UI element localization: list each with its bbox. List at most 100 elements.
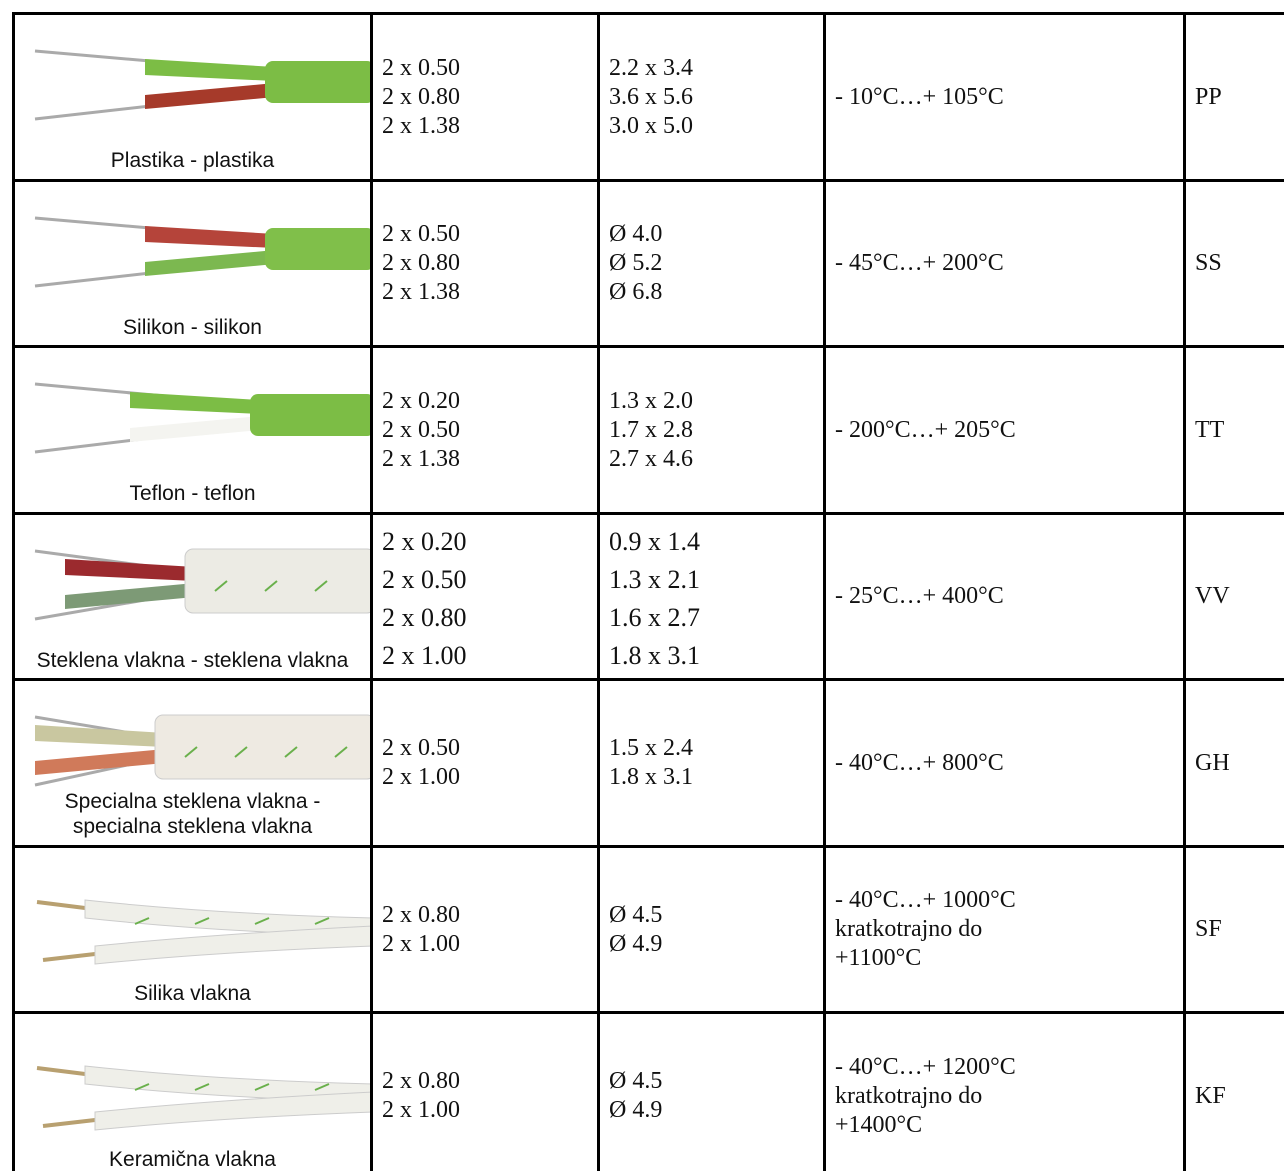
dimensions-cell: Ø 4.0 Ø 5.2 Ø 6.8	[597, 181, 824, 346]
cell-line: 2 x 0.50	[382, 221, 460, 247]
cell-line: 1.6 x 2.7	[609, 602, 700, 632]
temperature-cell: - 25°C…+ 400°C	[823, 514, 1050, 679]
cell-line: 1.3 x 2.1	[609, 564, 700, 594]
temperature-cell: - 40°C…+ 1200°C kratkotrajno do +1400°C	[823, 1014, 1050, 1171]
cell-line: 2 x 1.00	[382, 764, 460, 790]
code: VV	[1195, 583, 1230, 609]
temperature-cell: - 200°C…+ 205°C	[823, 348, 1050, 512]
code-cell: SS	[1183, 181, 1284, 346]
cell-line: 2 x 1.00	[382, 1097, 460, 1123]
cores-cell: 2 x 0.20 2 x 0.50 2 x 1.38	[370, 348, 597, 512]
table-row: Specialna steklena vlakna - specialna ste…	[12, 678, 1284, 845]
dimensions-cell: Ø 4.5 Ø 4.9	[597, 1014, 824, 1171]
code-cell: TT	[1183, 348, 1284, 512]
code-cell: GH	[1183, 681, 1284, 845]
cell-line: 2 x 0.50	[382, 564, 467, 594]
cable-label: Teflon - teflon	[15, 481, 370, 506]
cell-line: specialna steklena vlakna	[72, 815, 313, 838]
cell-line: kratkotrajno do +1400°C	[835, 1082, 983, 1138]
cell-line: Ø 4.0	[609, 221, 663, 247]
code-cell: KF	[1183, 1014, 1284, 1171]
cores-cell: 2 x 0.50 2 x 1.00	[370, 681, 597, 845]
image-cell: Silika vlakna	[12, 847, 373, 1012]
image-cell: Keramična vlakna	[12, 1014, 373, 1171]
cell-line: 2 x 0.20	[382, 387, 460, 414]
cell-line: 2 x 1.38	[382, 279, 460, 305]
code: KF	[1195, 1082, 1226, 1109]
image-cell: Plastika - plastika	[12, 15, 373, 179]
cell-line: 1.8 x 3.1	[609, 640, 700, 670]
cell-line: 2 x 0.80	[382, 250, 460, 276]
dimensions-cell: 1.3 x 2.0 1.7 x 2.8 2.7 x 4.6	[597, 348, 824, 512]
table-row: Plastika - plastika 2 x 0.50 2 x 0.80 2 x 1…	[12, 12, 1284, 179]
cable-image	[36, 898, 373, 965]
table-row: Keramična vlakna 2 x 0.80 2 x 1.00 Ø 4.5 Ø 4…	[12, 1011, 1284, 1171]
image-cell: Specialna steklena vlakna - specialna ste…	[12, 681, 373, 845]
cell-line: 1.7 x 2.8	[609, 416, 693, 443]
cores-cell: 2 x 0.50 2 x 0.80 2 x 1.38	[370, 181, 597, 346]
dimensions-cell: 1.5 x 2.4 1.8 x 3.1	[597, 681, 824, 845]
cell-line: 2 x 1.00	[382, 640, 467, 670]
cable-label: Steklena vlakna - steklena vlakna	[15, 648, 370, 673]
temperature-cell: - 40°C…+ 800°C	[823, 681, 1050, 845]
cell-line: Specialna steklena vlakna -	[64, 790, 321, 813]
dimensions-cell: 0.9 x 1.4 1.3 x 2.1 1.6 x 2.7 1.8 x 3.1	[597, 514, 824, 679]
cable-image	[34, 216, 373, 287]
dimensions-cell: 2.2 x 3.4 3.6 x 5.6 3.0 x 5.0	[597, 15, 824, 179]
cell-line: Teflon - teflon	[129, 482, 256, 505]
cell-line: 2.7 x 4.6	[609, 445, 693, 472]
cell-line: Ø 6.8	[609, 279, 663, 305]
code: SF	[1195, 916, 1222, 942]
cable-image	[34, 382, 373, 454]
cell-line: Keramična vlakna	[109, 1148, 276, 1171]
code-cell: VV	[1183, 514, 1284, 679]
cell-line: Silika vlakna	[134, 981, 251, 1005]
code-cell: PP	[1183, 15, 1284, 179]
code: TT	[1195, 416, 1225, 443]
cores-cell: 2 x 0.80 2 x 1.00	[370, 847, 597, 1012]
cell-line: Steklena vlakna - steklena vlakna	[36, 648, 349, 672]
cell-line: 0.9 x 1.4	[609, 526, 700, 556]
cable-image	[34, 49, 373, 121]
cell-line: Silikon - silikon	[123, 315, 262, 339]
image-cell: Steklena vlakna - steklena vlakna	[12, 514, 373, 679]
temperature-cell: - 45°C…+ 200°C	[823, 181, 1050, 346]
code: PP	[1195, 83, 1222, 110]
code: SS	[1195, 250, 1222, 276]
cores-cell: 2 x 0.80 2 x 1.00	[370, 1014, 597, 1171]
cell-line: - 40°C…+ 1000°C	[835, 887, 1016, 913]
cell-line: 2 x 1.38	[382, 112, 460, 139]
cable-label: Silika vlakna	[15, 981, 370, 1006]
cable-label: Plastika - plastika	[15, 148, 370, 173]
cable-image	[36, 1065, 373, 1131]
table-row: Steklena vlakna - steklena vlakna 2 x 0.2…	[12, 511, 1284, 679]
cell-line: kratkotrajno do +1100°C	[835, 916, 983, 971]
cell-line: 1.8 x 3.1	[609, 764, 693, 790]
cell-line: 2 x 0.80	[382, 901, 460, 928]
cell-line: 3.0 x 5.0	[609, 112, 693, 139]
code: GH	[1195, 749, 1230, 776]
dimensions-cell: Ø 4.5 Ø 4.9	[597, 847, 824, 1012]
cell-line: Plastika - plastika	[110, 149, 275, 172]
cell-line: 2 x 1.00	[382, 930, 460, 957]
cell-line: - 40°C…+ 1200°C	[835, 1053, 1016, 1080]
cell-line: 2 x 0.50	[382, 735, 460, 761]
cell-line: - 200°C…+ 205°C	[835, 416, 1016, 443]
cell-line: Ø 4.5	[609, 901, 663, 928]
cell-line: Ø 5.2	[609, 250, 663, 276]
cable-image	[34, 714, 373, 787]
cell-line: 2 x 0.50	[382, 54, 460, 81]
cell-line: Ø 4.9	[609, 1097, 663, 1123]
cable-label: Silikon - silikon	[15, 315, 370, 340]
cell-line: 2 x 0.80	[382, 602, 467, 632]
table-row: Silikon - silikon 2 x 0.50 2 x 0.80 2 x 1.3…	[12, 178, 1284, 346]
cell-line: - 45°C…+ 200°C	[835, 250, 1004, 276]
temperature-cell: - 10°C…+ 105°C	[823, 15, 1050, 179]
cell-line: - 10°C…+ 105°C	[835, 83, 1004, 110]
table-row: Silika vlakna 2 x 0.80 2 x 1.00 Ø 4.5 Ø 4.9-…	[12, 844, 1284, 1012]
cell-line: 2.2 x 3.4	[609, 54, 693, 81]
cell-line: 3.6 x 5.6	[609, 83, 693, 110]
cell-line: 1.5 x 2.4	[609, 735, 693, 761]
cell-line: 1.3 x 2.0	[609, 387, 693, 414]
